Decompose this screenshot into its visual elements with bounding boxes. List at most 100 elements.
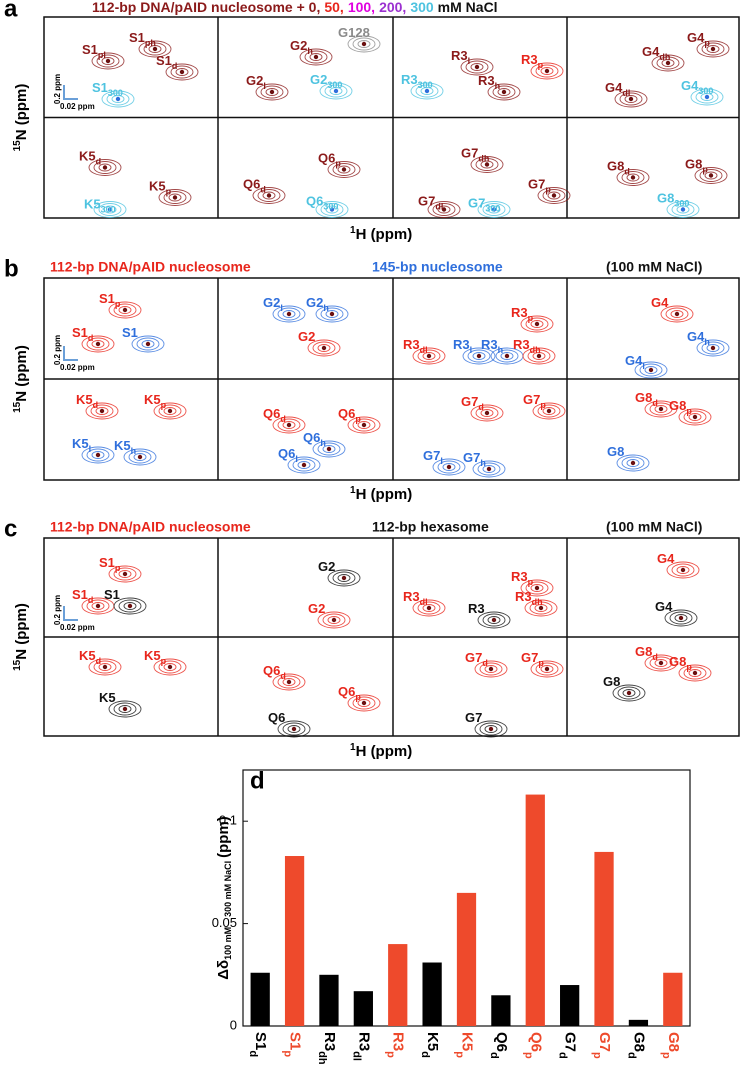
peak-subscript: l — [280, 303, 283, 313]
peak-subscript: l — [440, 456, 443, 466]
contour — [470, 63, 484, 71]
peak-dot — [361, 41, 367, 47]
peak-name: R3 — [513, 337, 530, 352]
peak-subscript: d — [88, 333, 94, 343]
category-name: G8 — [630, 1032, 647, 1052]
title-part: 100, — [348, 0, 375, 15]
x-tick-label: G8d — [626, 1032, 648, 1059]
peak-name: G2 — [306, 295, 323, 310]
peak-dot — [313, 54, 319, 60]
peak-label: K5h — [114, 438, 136, 456]
contour — [158, 189, 192, 206]
contour — [158, 404, 182, 418]
peak-dot — [99, 408, 105, 414]
peak-dot — [630, 460, 636, 466]
contour — [690, 88, 724, 106]
peak-name: S1 — [99, 291, 115, 306]
peak-dot — [107, 207, 113, 212]
peak-label: Q6 — [268, 710, 285, 725]
peak-subscript: dl — [622, 88, 630, 98]
peak-name: G7 — [423, 448, 440, 463]
peak-name: R3 — [521, 52, 538, 67]
panel-title: (100 mM NaCl) — [606, 259, 702, 275]
contour — [688, 669, 702, 677]
x-tick-label: R3dl — [350, 1032, 372, 1061]
peak-subscript: h — [495, 81, 501, 91]
contour — [520, 579, 554, 597]
peak-dot — [167, 664, 173, 670]
peak-label: G7h — [463, 450, 486, 468]
peak-dot — [476, 353, 482, 359]
x-tick-label: G8p — [660, 1032, 682, 1059]
contour — [317, 344, 331, 352]
peak-label: G8p — [669, 654, 692, 672]
peak-label: R3p — [511, 305, 534, 323]
peak-name: Q6 — [338, 406, 355, 421]
peak-label: G7d — [461, 394, 484, 412]
peak-label: K5p — [144, 648, 167, 666]
peak-label: R3l — [453, 337, 472, 355]
peak-subscript: d — [478, 402, 484, 412]
contour — [317, 611, 351, 629]
peak-name: R3 — [511, 569, 528, 584]
peak-label: G128 — [338, 25, 370, 40]
peak-subscript: dl — [435, 202, 443, 212]
contour — [676, 566, 690, 574]
contour — [108, 565, 142, 583]
peak-label: G7l — [423, 448, 443, 466]
contour — [319, 82, 353, 100]
peak-label: G2h — [306, 295, 329, 313]
contour — [292, 458, 316, 472]
contour — [542, 407, 556, 415]
peak-name: G7 — [461, 394, 478, 409]
peak-label: R3h — [481, 337, 503, 355]
peak-name: G2 — [298, 329, 315, 344]
peak-label: G8 — [607, 444, 624, 459]
peak-label: G8d — [635, 390, 658, 408]
contour — [277, 675, 301, 689]
contour — [462, 347, 496, 365]
panel-letter: c — [4, 515, 17, 542]
category-subscript: p — [454, 1051, 466, 1058]
peak-dot — [301, 462, 307, 468]
peak-name: G8 — [669, 654, 686, 669]
peak-name: S1 — [72, 325, 88, 340]
peak-dot — [361, 700, 367, 706]
peak-name: G7 — [523, 392, 540, 407]
peak-subscript: h — [704, 337, 710, 347]
contour — [357, 421, 371, 429]
contour — [287, 725, 301, 733]
contour — [621, 456, 645, 470]
contour — [98, 203, 122, 216]
peak-subscript: d — [280, 414, 286, 424]
scale-label: 0.2 ppm — [53, 74, 62, 104]
bar — [319, 974, 339, 1026]
peak-subscript: h — [480, 458, 486, 468]
peak-label: G8p — [685, 157, 708, 175]
peak-dot — [484, 162, 490, 167]
label-main: Δδ — [215, 960, 232, 980]
peak-dot — [441, 207, 447, 212]
contour — [410, 82, 444, 100]
peak-dot — [172, 195, 178, 200]
contour — [81, 446, 115, 464]
peak-name: G4 — [687, 30, 705, 45]
peak-label: G4l — [625, 353, 645, 371]
category-subscript: p — [282, 1050, 294, 1057]
scale-label: 0.02 ppm — [60, 623, 95, 632]
contour — [108, 301, 142, 319]
peak-name: K5 — [72, 436, 89, 451]
peak-dot — [704, 94, 710, 100]
peak-label: G7dl — [418, 194, 443, 212]
category-name: Q6 — [527, 1032, 544, 1052]
contour — [282, 722, 306, 736]
peak-subscript: p — [702, 165, 708, 175]
panel-title: 112-bp DNA/pAID nucleosome + 0, 50, 100, 20… — [92, 0, 498, 15]
contour — [312, 341, 336, 355]
contour — [678, 664, 712, 682]
contour — [621, 171, 645, 184]
contour — [669, 611, 693, 625]
peak-dot — [105, 58, 111, 64]
peak-dot — [179, 69, 185, 75]
contour — [95, 407, 109, 415]
